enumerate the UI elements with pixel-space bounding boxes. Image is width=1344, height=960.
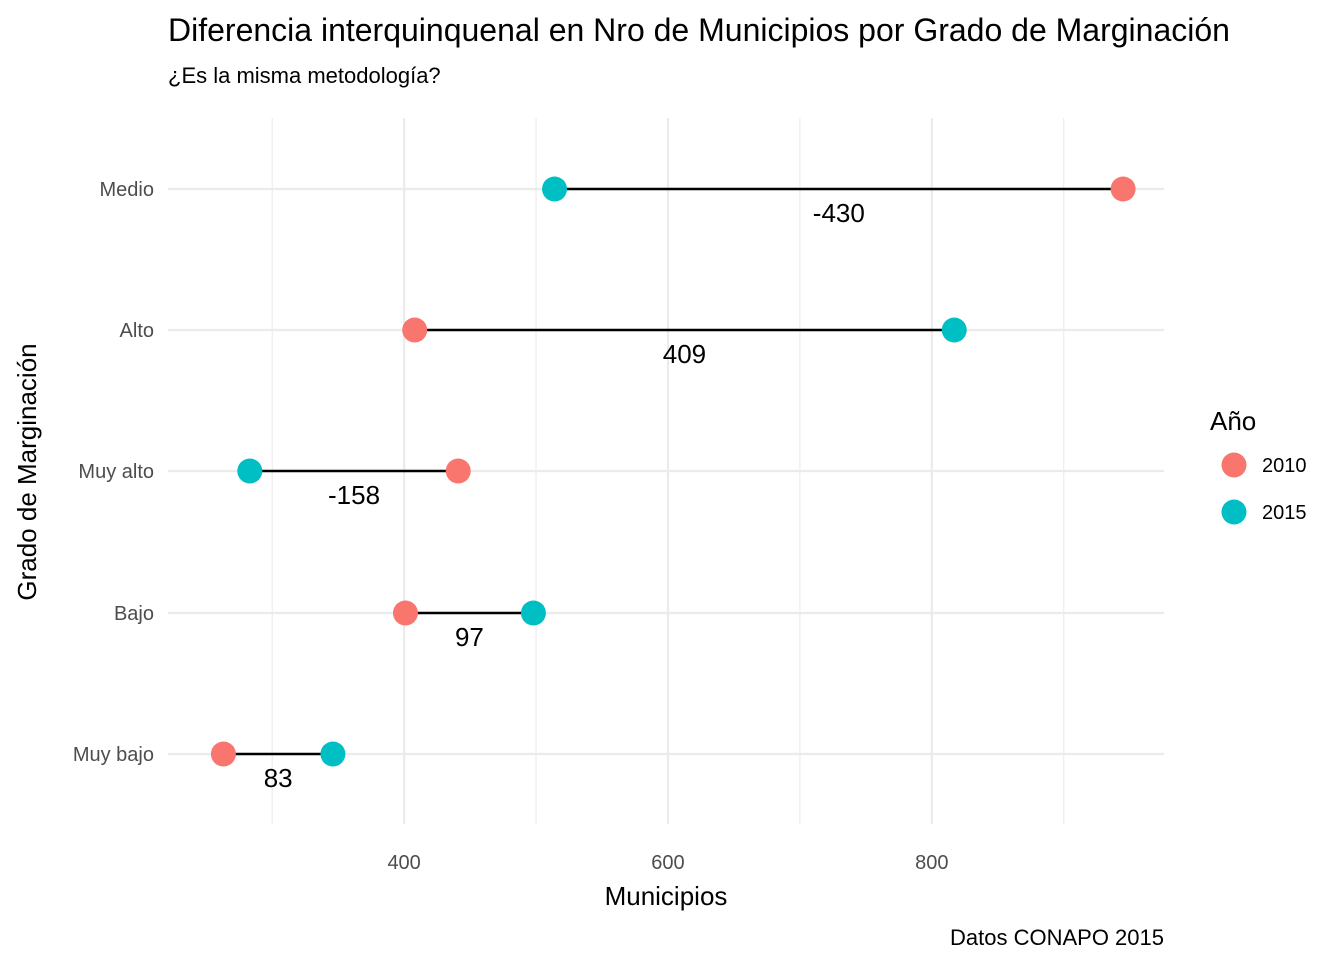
difference-label: -158: [328, 480, 380, 510]
legend-key-2015: [1221, 499, 1247, 525]
data-point-2015: [320, 741, 346, 767]
legend-label: 2015: [1262, 502, 1307, 524]
chart-subtitle: ¿Es la misma metodología?: [168, 63, 441, 88]
difference-labels: -430 409 -158 97 83: [264, 198, 865, 793]
y-tick-label: Alto: [120, 320, 154, 342]
difference-label: 97: [455, 622, 484, 652]
data-point-2015: [941, 317, 967, 343]
y-tick-label: Bajo: [114, 603, 154, 625]
difference-label: 409: [663, 339, 706, 369]
data-point-2015: [237, 458, 263, 484]
data-point-2010: [210, 741, 236, 767]
difference-label: 83: [264, 763, 293, 793]
chart-caption: Datos CONAPO 2015: [950, 925, 1164, 950]
y-axis-title: Grado de Marginación: [12, 343, 42, 600]
data-point-2010: [1110, 176, 1136, 202]
x-axis-tick-labels: 400 600 800: [387, 852, 948, 874]
x-axis-title: Municipios: [605, 881, 728, 911]
y-tick-label: Muy alto: [78, 461, 154, 483]
points: [210, 176, 1136, 767]
segments: [223, 187, 1124, 756]
data-point-2010: [392, 600, 418, 626]
x-tick-label: 600: [651, 852, 684, 874]
difference-label: -430: [813, 198, 865, 228]
y-tick-label: Muy bajo: [73, 744, 154, 766]
y-tick-label: Medio: [100, 179, 154, 201]
legend: Año 2010 2015: [1210, 406, 1307, 525]
data-point-2015: [542, 176, 568, 202]
chart-title: Diferencia interquinquenal en Nro de Mun…: [168, 12, 1230, 48]
legend-label: 2010: [1262, 455, 1307, 477]
x-tick-label: 400: [387, 852, 420, 874]
y-axis-tick-labels: Medio Alto Muy alto Bajo Muy bajo: [73, 179, 154, 766]
legend-title: Año: [1210, 406, 1256, 436]
data-point-2010: [445, 458, 471, 484]
x-tick-label: 800: [915, 852, 948, 874]
legend-key-2010: [1221, 452, 1247, 478]
data-point-2010: [402, 317, 428, 343]
data-point-2015: [520, 600, 546, 626]
